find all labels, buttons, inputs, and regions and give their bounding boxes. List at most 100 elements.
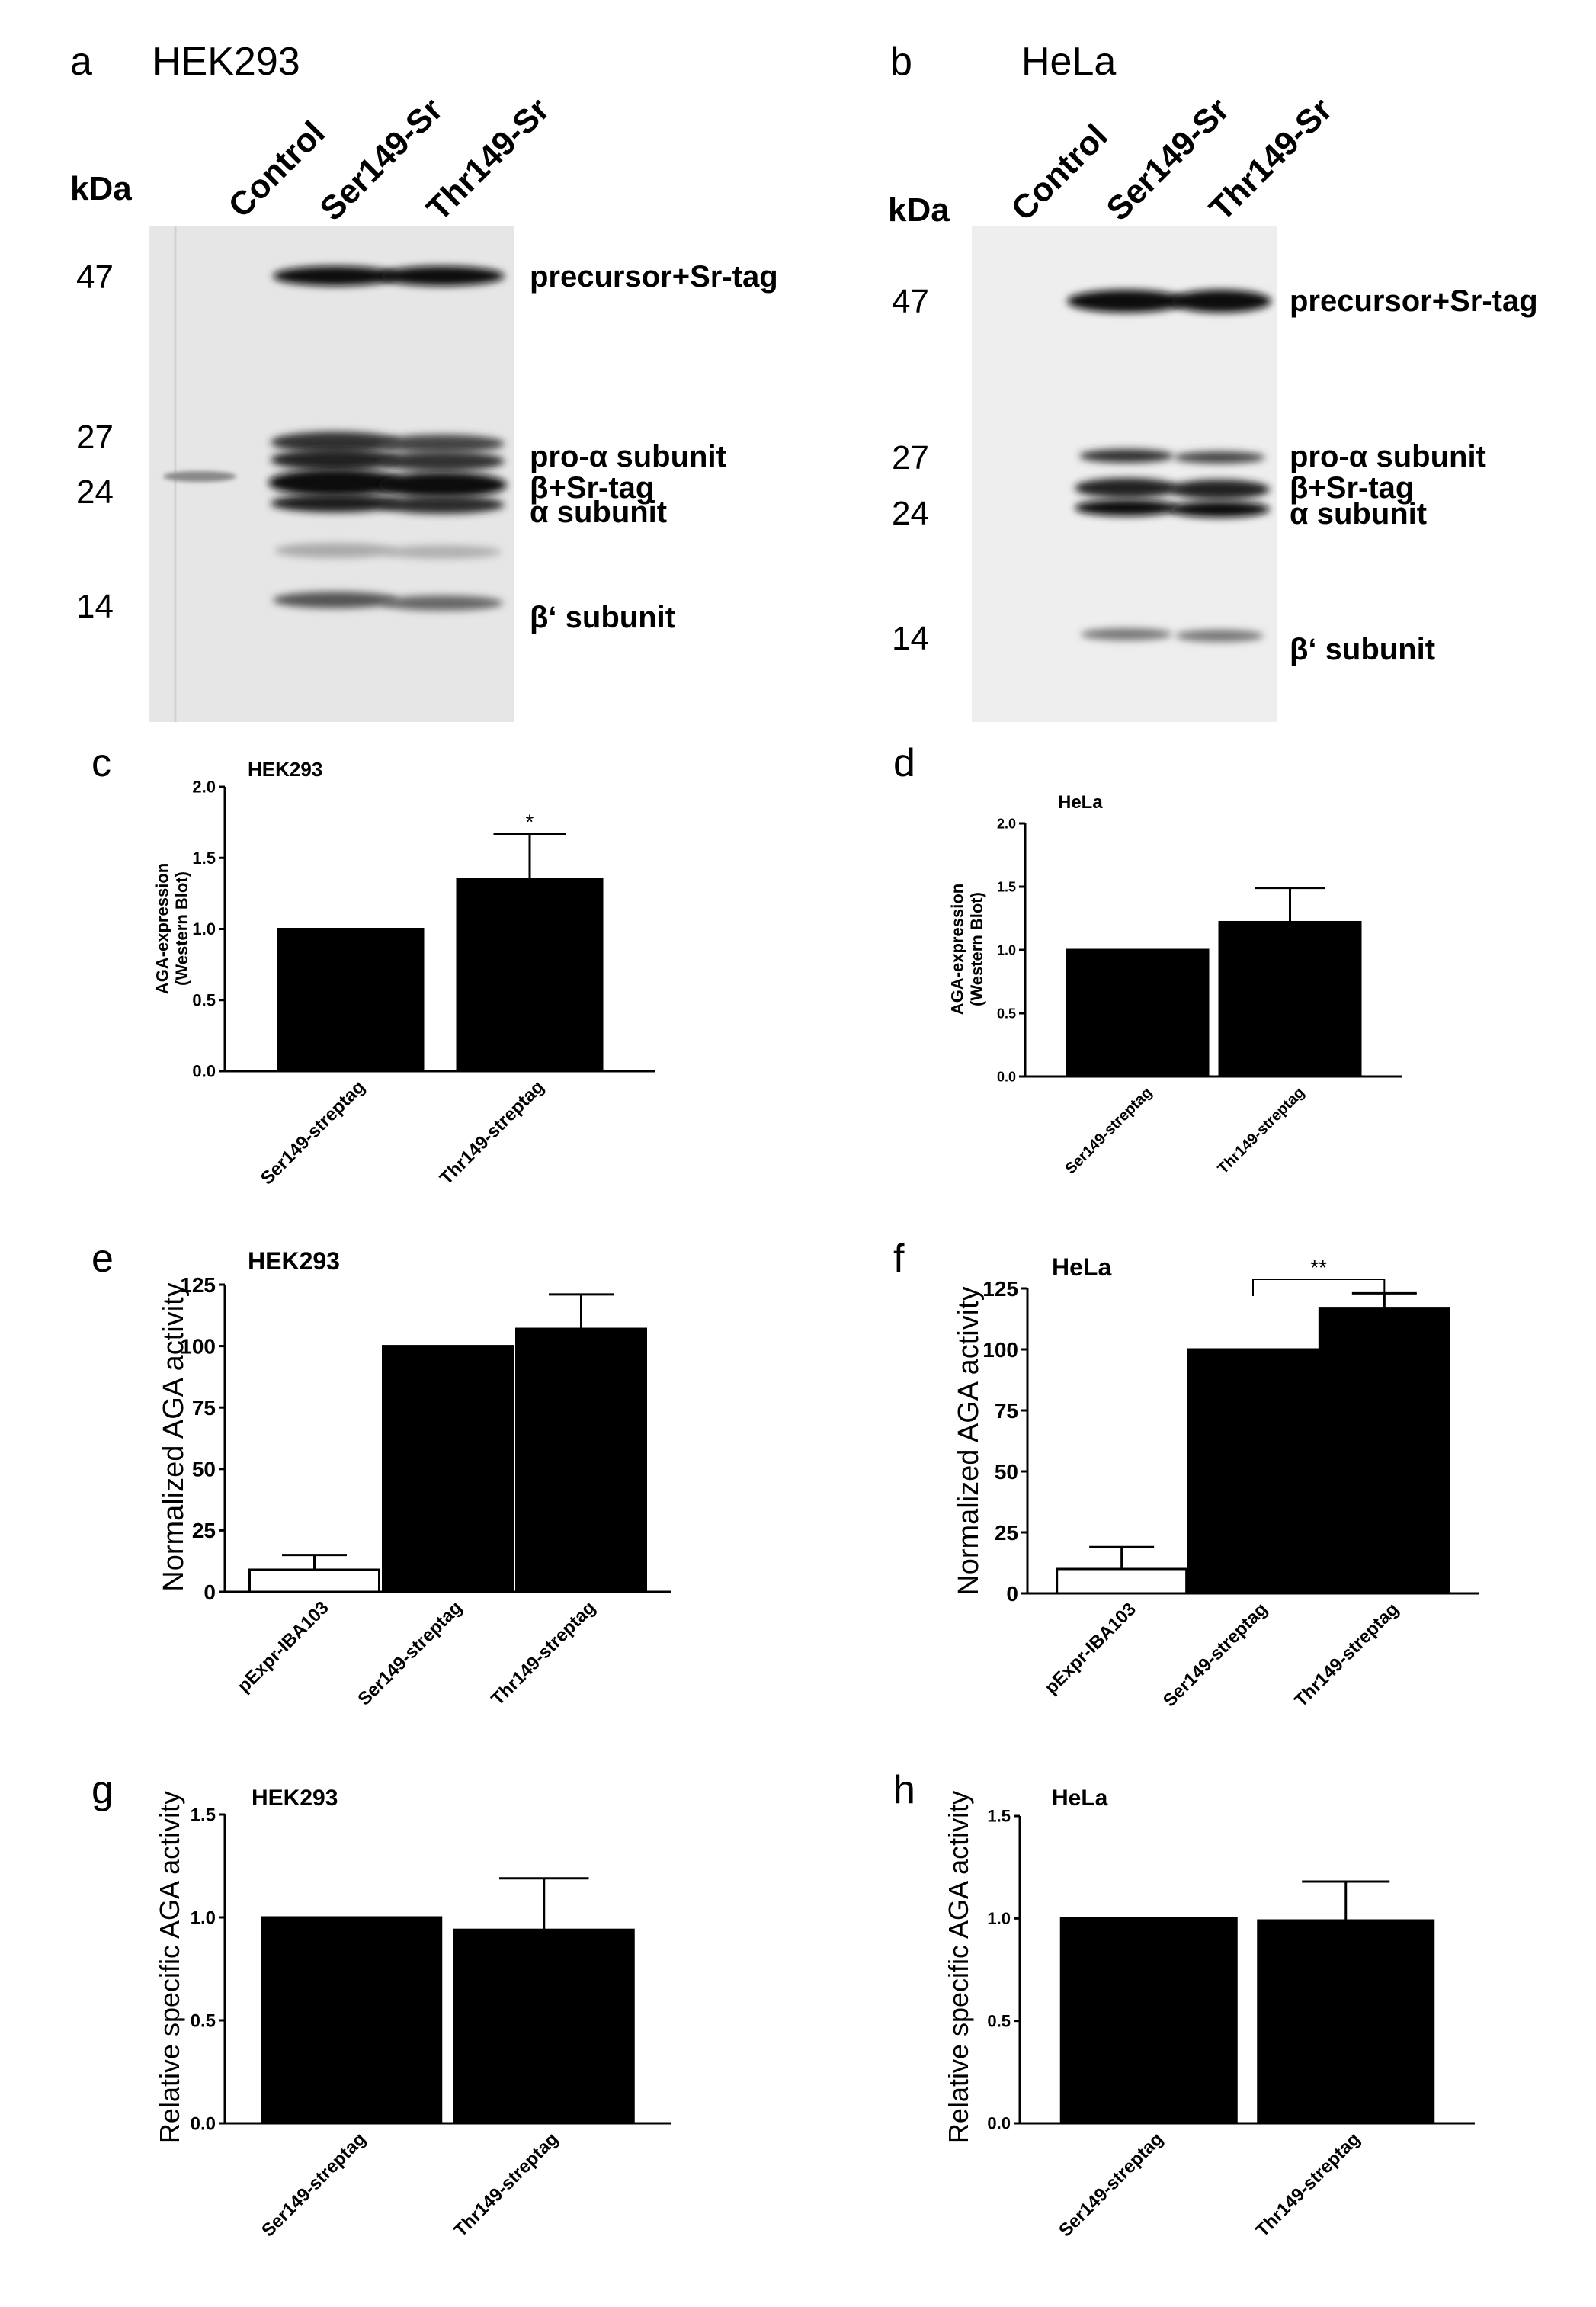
blot-a-marker-14: 14 <box>76 588 114 625</box>
y-axis-label-line: AGA-expression <box>153 863 172 994</box>
chart-c: HEK293 AGA-expression(Western Blot) 0.0 0.5… <box>153 758 655 1189</box>
chart-title: HeLa <box>1052 1786 1108 1811</box>
chart-g: HEK293 Relative specific AGA activity 0.0 0… <box>154 1786 671 2241</box>
y-tick-label: 2.0 <box>192 778 216 797</box>
blot-b-band-beta-prime: β‘ subunit <box>1290 633 1435 666</box>
chart-d: HeLa AGA-expression(Western Blot) 0.0 0.5 1.… <box>948 792 1402 1177</box>
y-tick-label: 1.5 <box>191 1805 216 1825</box>
blot-a-bands <box>163 266 507 611</box>
category-label: Ser149-streptag <box>1055 2129 1167 2241</box>
y-tick-label: 0 <box>1006 1582 1018 1606</box>
category-label: Ser149-streptag <box>1062 1084 1155 1177</box>
category-label: Ser149-streptag <box>258 2129 370 2241</box>
blot-a-band-beta-prime: β‘ subunit <box>530 601 675 634</box>
chart-f: HeLa Normalized AGA activity 0 25 50 75 100 125… <box>953 1253 1479 1712</box>
band <box>1175 630 1264 642</box>
band <box>380 435 505 453</box>
blot-b-marker-24: 24 <box>892 495 929 532</box>
blot-b-bands <box>1067 290 1271 642</box>
y-axis-label: AGA-expression(Western Blot) <box>948 884 986 1015</box>
panel-letter-a: a <box>70 40 92 84</box>
category-label: Thr149-streptag <box>1290 1599 1402 1711</box>
y-tick-label: 50 <box>192 1458 216 1481</box>
blot-a-marker-24: 24 <box>76 473 114 511</box>
y-tick-label: 0.0 <box>997 1069 1016 1084</box>
y-tick-label: 0.5 <box>192 990 216 1009</box>
category-label: Thr149-streptag <box>450 2129 562 2241</box>
blot-a-band-alpha: α subunit <box>530 496 667 529</box>
panel-a-blot: a HEK293 kDa Control Ser149-Sr Thr149-Sr… <box>70 40 778 722</box>
y-axis-label: AGA-expression(Western Blot) <box>153 863 191 994</box>
blot-b-band-pro-alpha: pro-α subunit <box>1290 440 1486 473</box>
band <box>1174 451 1265 464</box>
y-axis-label: Relative specific AGA activity <box>943 1791 974 2143</box>
blot-a-lane-control: Control <box>221 114 332 225</box>
band <box>1081 628 1172 640</box>
blot-b-marker-27: 27 <box>892 439 929 476</box>
y-tick-label: 25 <box>192 1519 216 1542</box>
y-axis-label-line: Normalized AGA activity <box>158 1282 190 1591</box>
band <box>274 543 396 558</box>
y-tick-label: 125 <box>180 1273 216 1297</box>
panel-letter-g: g <box>91 1768 114 1812</box>
y-axis-label-line: Relative specific AGA activity <box>943 1791 974 2143</box>
y-axis-label-line: AGA-expression <box>948 884 967 1015</box>
y-tick-label: 75 <box>995 1399 1018 1423</box>
band <box>1067 290 1186 313</box>
category-label: Thr149-streptag <box>436 1076 548 1189</box>
chart-h: HeLa Relative specific AGA activity 0.0 0.5… <box>943 1786 1475 2241</box>
bar <box>277 928 425 1073</box>
y-tick-label: 0.5 <box>987 2011 1011 2030</box>
y-axis-label-line: Normalized AGA activity <box>953 1286 985 1595</box>
y-tick-label: 1.0 <box>192 919 216 939</box>
blot-a-band-precursor: precursor+Sr-tag <box>530 260 778 294</box>
y-tick-label: 100 <box>180 1334 216 1358</box>
blot-a-marker-47: 47 <box>76 258 114 296</box>
category-label: Ser149-streptag <box>257 1076 369 1189</box>
blot-b-band-precursor: precursor+Sr-tag <box>1290 284 1538 318</box>
blot-b-marker-47: 47 <box>892 283 929 320</box>
significance-marker: ** <box>1310 1256 1327 1279</box>
band <box>271 432 400 453</box>
panel-letter-e: e <box>91 1237 114 1281</box>
band <box>383 545 502 559</box>
band <box>380 266 505 286</box>
panel-letter-c: c <box>91 741 111 785</box>
band <box>163 471 236 482</box>
chart-title: HeLa <box>1058 792 1103 813</box>
y-tick-label: 0.5 <box>997 1006 1016 1021</box>
y-tick-label: 0.0 <box>191 2113 216 2134</box>
blot-b-band-beta-sr: β+Sr-tag <box>1290 471 1414 505</box>
band <box>268 469 402 496</box>
y-tick-label: 1.5 <box>192 849 216 868</box>
y-axis-label-line: Relative specific AGA activity <box>154 1791 185 2143</box>
band <box>271 494 400 512</box>
bar <box>1187 1348 1319 1595</box>
bar <box>1066 948 1210 1078</box>
y-tick-label: 0.0 <box>192 1062 216 1081</box>
blot-a-kda-label: kDa <box>70 170 132 207</box>
band <box>1171 290 1271 313</box>
bar <box>1059 1917 1238 2125</box>
band <box>271 449 400 470</box>
blot-a-title: HEK293 <box>152 40 300 84</box>
blot-a-band-pro-alpha: pro-α subunit <box>530 440 726 473</box>
bar <box>382 1345 514 1593</box>
bar <box>261 1916 443 2125</box>
category-label: Ser149-streptag <box>354 1597 466 1709</box>
chart-title: HEK293 <box>248 1247 340 1275</box>
significance-marker: * <box>526 810 534 834</box>
category-label: Thr149-streptag <box>487 1597 599 1709</box>
y-axis-label-line: (Western Blot) <box>172 871 191 986</box>
category-label: Thr149-streptag <box>1252 2129 1364 2241</box>
y-tick-label: 0.0 <box>987 2114 1011 2133</box>
blot-a-band-beta-sr: β+Sr-tag <box>530 471 654 505</box>
y-tick-label: 1.0 <box>997 942 1016 958</box>
band <box>1079 449 1174 463</box>
y-tick-label: 1.5 <box>997 879 1016 894</box>
panel-letter-b: b <box>890 40 912 84</box>
category-label: pExpr-IBA103 <box>233 1597 332 1696</box>
y-tick-label: 75 <box>192 1396 216 1420</box>
y-tick-label: 2.0 <box>997 816 1016 831</box>
